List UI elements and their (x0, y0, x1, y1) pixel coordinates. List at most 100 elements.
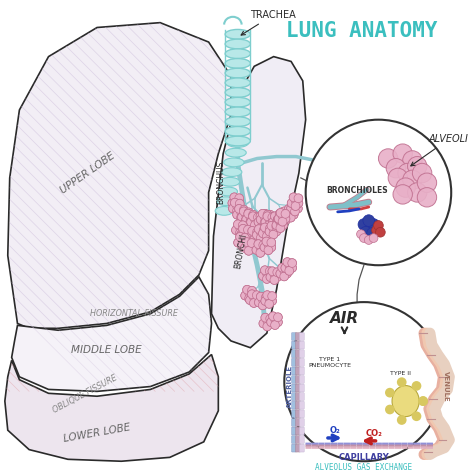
FancyBboxPatch shape (295, 341, 301, 349)
FancyBboxPatch shape (344, 443, 350, 445)
Circle shape (230, 193, 239, 201)
Circle shape (236, 199, 244, 208)
Circle shape (245, 294, 254, 303)
Circle shape (268, 218, 277, 227)
Circle shape (417, 188, 437, 207)
Circle shape (261, 298, 270, 307)
Circle shape (237, 208, 246, 216)
Circle shape (263, 269, 271, 277)
Circle shape (247, 291, 256, 300)
Circle shape (280, 207, 289, 216)
FancyBboxPatch shape (363, 447, 369, 449)
Circle shape (261, 223, 269, 232)
Circle shape (289, 193, 298, 201)
FancyBboxPatch shape (363, 443, 369, 445)
Circle shape (365, 236, 373, 245)
Circle shape (291, 207, 299, 216)
Circle shape (253, 232, 262, 241)
Ellipse shape (225, 59, 250, 68)
Circle shape (273, 215, 282, 224)
FancyBboxPatch shape (420, 443, 427, 445)
Circle shape (260, 243, 269, 252)
Circle shape (418, 396, 428, 406)
FancyBboxPatch shape (312, 443, 318, 445)
Circle shape (288, 264, 297, 272)
Circle shape (263, 291, 272, 300)
Circle shape (232, 226, 240, 235)
Circle shape (280, 215, 289, 224)
Circle shape (253, 296, 261, 304)
FancyBboxPatch shape (344, 445, 350, 447)
Circle shape (286, 213, 295, 222)
Circle shape (291, 201, 299, 210)
Circle shape (245, 288, 254, 297)
Circle shape (276, 209, 285, 217)
Circle shape (265, 267, 274, 275)
Circle shape (282, 216, 291, 225)
Circle shape (273, 215, 281, 224)
Circle shape (263, 212, 272, 220)
Circle shape (261, 223, 269, 232)
Circle shape (270, 276, 279, 284)
Circle shape (289, 205, 298, 214)
FancyBboxPatch shape (376, 447, 382, 449)
Circle shape (258, 215, 267, 224)
Circle shape (263, 215, 272, 224)
Circle shape (232, 226, 240, 235)
Ellipse shape (220, 177, 240, 186)
Ellipse shape (222, 168, 242, 176)
FancyBboxPatch shape (300, 341, 304, 349)
Circle shape (236, 199, 244, 208)
FancyBboxPatch shape (427, 445, 433, 447)
Circle shape (412, 164, 432, 183)
Circle shape (286, 208, 295, 216)
Circle shape (254, 240, 263, 248)
FancyBboxPatch shape (300, 375, 304, 383)
Circle shape (283, 258, 292, 266)
Circle shape (249, 212, 257, 220)
FancyBboxPatch shape (369, 447, 375, 449)
Circle shape (285, 266, 293, 275)
FancyBboxPatch shape (295, 384, 301, 392)
Circle shape (359, 234, 368, 242)
Circle shape (264, 246, 273, 255)
Circle shape (260, 218, 269, 227)
FancyBboxPatch shape (300, 427, 304, 435)
Circle shape (232, 201, 241, 210)
Circle shape (284, 213, 293, 221)
Circle shape (273, 220, 281, 229)
Circle shape (378, 149, 398, 168)
FancyBboxPatch shape (292, 444, 296, 452)
Circle shape (265, 224, 274, 233)
Circle shape (240, 238, 249, 247)
Text: AIR: AIR (330, 311, 359, 326)
Circle shape (393, 144, 412, 164)
Circle shape (237, 241, 246, 250)
Circle shape (244, 226, 252, 234)
Circle shape (242, 215, 251, 224)
Circle shape (267, 243, 276, 252)
Circle shape (236, 232, 245, 241)
Circle shape (228, 204, 237, 213)
Circle shape (253, 296, 261, 304)
Circle shape (280, 207, 289, 216)
Circle shape (268, 292, 276, 301)
Circle shape (285, 261, 293, 269)
Circle shape (274, 214, 283, 223)
Circle shape (259, 319, 268, 328)
Circle shape (263, 218, 272, 227)
Circle shape (232, 201, 241, 210)
Circle shape (279, 216, 288, 225)
Circle shape (269, 224, 278, 233)
Circle shape (253, 228, 262, 236)
FancyBboxPatch shape (318, 445, 324, 447)
Circle shape (273, 220, 281, 229)
Circle shape (268, 213, 277, 222)
Circle shape (244, 241, 253, 249)
Circle shape (418, 396, 428, 406)
Circle shape (393, 185, 412, 204)
Circle shape (248, 227, 256, 235)
Circle shape (360, 227, 372, 238)
Circle shape (274, 214, 283, 223)
FancyBboxPatch shape (300, 367, 304, 375)
